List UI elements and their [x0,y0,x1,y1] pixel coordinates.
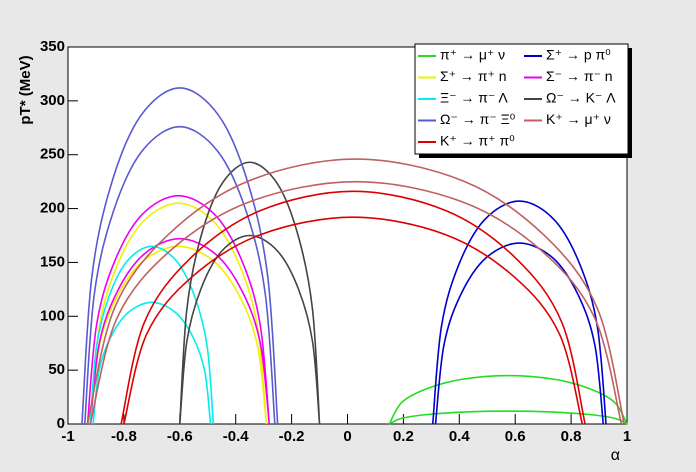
legend-label: Ω⁻ → π⁻ Ξ⁰ [440,111,516,127]
x-axis-label: α [611,447,620,464]
y-tick-label: 250 [40,146,65,163]
series-line [431,200,607,425]
y-tick-label: 150 [40,253,65,270]
legend-label: π⁺ → μ⁺ ν [440,47,505,63]
series-line [89,245,215,425]
series-line [81,87,279,425]
legend-label: K⁺ → π⁺ π⁰ [440,133,515,149]
x-tick-label: 0 [343,428,351,445]
x-tick-label: 1 [623,428,631,445]
y-tick-label: 200 [40,200,65,217]
x-tick-label: 0.4 [449,428,471,445]
legend-label: Σ⁺ → p π⁰ [546,47,611,63]
x-tick-label: -0.8 [111,428,137,445]
series-line [179,161,321,425]
x-tick-label: 0.2 [393,428,414,445]
x-tick-label: -0.4 [223,428,250,445]
legend [414,43,629,155]
series-line [120,190,586,425]
legend-label: K⁺ → μ⁺ ν [546,111,611,127]
y-tick-label: 100 [40,307,65,324]
legend-label: Ω⁻ → K⁻ Λ [546,90,616,106]
y-tick-label: 350 [40,38,65,55]
series-line [388,374,628,425]
y-tick-label: 0 [57,415,65,432]
x-tick-label: 0.6 [505,428,526,445]
series-line [86,194,271,425]
legend-label: Σ⁺ → π⁺ n [440,68,507,84]
y-tick-label: 50 [48,361,65,378]
x-tick-label: -0.2 [279,428,305,445]
y-axis-label: pT* (MeV) [17,55,34,124]
series-line [86,158,625,425]
x-tick-label: 0.8 [561,428,582,445]
x-tick-label: -1 [61,428,74,445]
x-tick-label: -0.6 [167,428,193,445]
legend-label: Σ⁻ → π⁻ n [546,68,613,84]
y-tick-label: 300 [40,92,65,109]
legend-label: Ξ⁻ → π⁻ Λ [440,90,508,106]
